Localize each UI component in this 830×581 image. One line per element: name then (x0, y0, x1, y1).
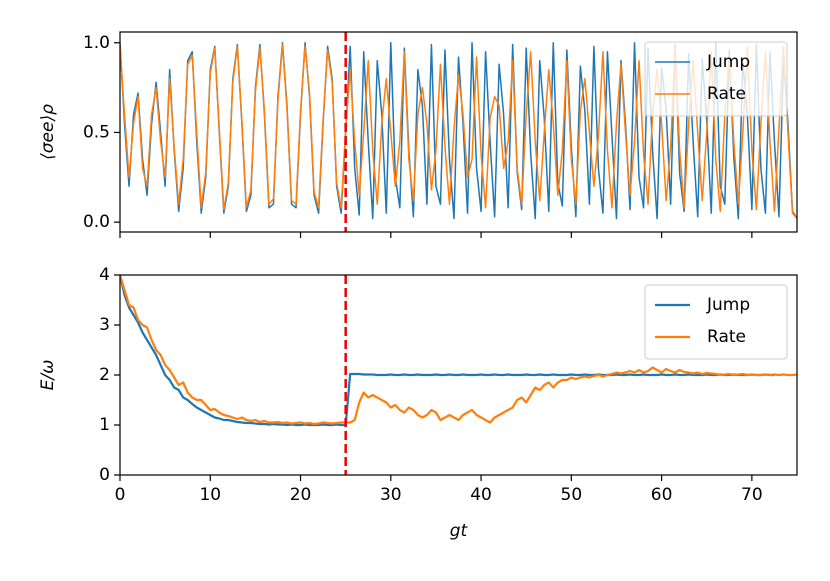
y-tick-label: 0.5 (83, 122, 110, 142)
x-tick-label: 60 (651, 485, 673, 505)
x-tick-label: 40 (470, 485, 492, 505)
plot-area (120, 275, 797, 427)
legend-label: Jump (706, 295, 750, 315)
x-tick-label: 30 (380, 485, 402, 505)
y-tick-label: 4 (99, 265, 110, 285)
y-tick-label: 2 (99, 365, 110, 385)
legend: Jump Rate (644, 41, 788, 117)
series-line (120, 275, 797, 426)
y-tick-label: 0 (99, 465, 110, 485)
legend-box (644, 41, 788, 117)
x-tick-label: 0 (115, 485, 126, 505)
x-tick-label: 10 (199, 485, 221, 505)
y-tick-label: 3 (99, 315, 110, 335)
x-axis-label: gt (450, 521, 469, 541)
y-axis-label: E/ω (38, 360, 58, 391)
y-tick-label: 1 (99, 415, 110, 435)
y-tick-label: 1.0 (83, 33, 110, 53)
axes-frame (119, 31, 798, 233)
x-tick-label: 70 (741, 485, 763, 505)
y-tick-label: 0.0 (83, 212, 110, 232)
legend-label: Jump (706, 52, 750, 72)
plot-area (120, 42, 797, 220)
legend-label: Rate (707, 84, 746, 104)
x-tick-label: 50 (561, 485, 583, 505)
y-axis-label: ⟨σee⟩ρ (38, 104, 58, 160)
axes-frame (119, 274, 798, 476)
series-line (120, 43, 797, 220)
legend-label: Rate (707, 327, 746, 347)
x-tick-label: 20 (290, 485, 312, 505)
legend: Jump Rate (644, 284, 788, 360)
legend-box (644, 284, 788, 360)
series-line (120, 275, 775, 427)
